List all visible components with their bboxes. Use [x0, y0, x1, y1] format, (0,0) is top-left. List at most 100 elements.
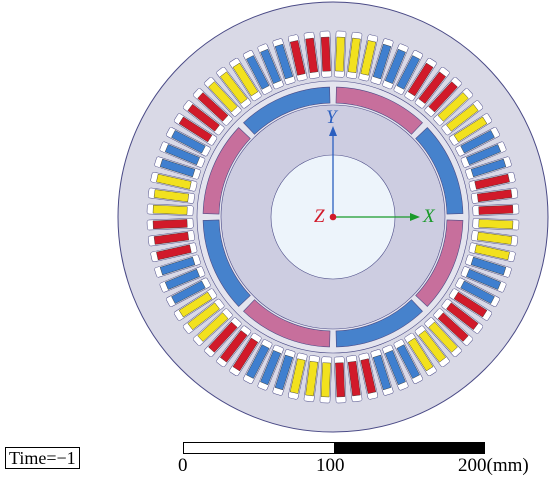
stator-slot	[472, 217, 520, 231]
stator-coil	[396, 55, 420, 90]
stator-coil	[246, 344, 270, 379]
stator-slot	[414, 325, 450, 368]
stator-coil	[466, 268, 502, 290]
stator-coil	[474, 173, 510, 190]
stator-coil	[171, 130, 206, 154]
stator-coil	[260, 350, 282, 386]
stator-slot	[393, 50, 423, 95]
stator-coil	[347, 361, 361, 397]
stator-coil	[197, 92, 229, 122]
stator-slot	[204, 77, 242, 117]
stator-slot	[358, 352, 379, 400]
stator-slot	[404, 332, 437, 377]
stator-slot	[287, 34, 308, 82]
stator-coil	[470, 256, 507, 276]
y-axis-arrow	[329, 126, 337, 136]
stator-coil	[360, 40, 377, 76]
stator-coil	[159, 256, 196, 276]
stator-slot	[243, 339, 273, 384]
z-axis-label: Z	[314, 206, 325, 227]
stator-slot	[448, 113, 493, 146]
y-axis-label: Y	[326, 107, 337, 128]
stator-slot	[146, 217, 194, 231]
stator-coil	[418, 330, 447, 363]
stator-slot	[150, 171, 198, 192]
stator-slot	[147, 230, 195, 247]
stator-coil	[460, 130, 495, 154]
stator-slot	[472, 203, 520, 217]
x-axis-arrow	[410, 213, 420, 221]
stator-coil	[477, 189, 513, 203]
stator-slot	[257, 344, 284, 391]
stator-coil	[164, 268, 200, 290]
stator-slots	[146, 30, 520, 404]
stator-slot	[159, 141, 206, 168]
stator-slot	[441, 298, 484, 334]
stator-slot	[471, 230, 519, 247]
scale-tick-100: 100	[316, 455, 345, 476]
rotor-magnet	[243, 86, 331, 135]
stator-coil	[289, 358, 306, 394]
coordinate-axes	[329, 126, 420, 221]
stator-slot	[346, 355, 363, 403]
stator-slot	[173, 113, 218, 146]
rotor-magnet	[415, 219, 464, 307]
stator-slot	[370, 349, 394, 396]
stator-slot	[272, 38, 296, 85]
stator-slot	[424, 77, 462, 117]
scale-bar	[183, 442, 485, 454]
rotor-magnets	[202, 86, 464, 348]
stator-slot	[455, 277, 500, 307]
stator-slot	[433, 88, 473, 126]
stator-coil	[477, 231, 513, 245]
stator-slot	[229, 332, 262, 377]
stator-slot	[333, 356, 347, 404]
stator-coil	[152, 219, 188, 230]
stator-coil	[187, 103, 220, 132]
rotor-magnet	[202, 127, 251, 215]
stator-slot	[404, 57, 437, 102]
stator-coil	[178, 291, 213, 318]
stator-coil	[335, 36, 346, 72]
stator-slot	[448, 288, 493, 321]
stator-coil	[152, 204, 188, 215]
stator-coil	[474, 244, 510, 261]
stator-coil	[453, 116, 488, 143]
stator-coil	[360, 358, 377, 394]
stator-slot	[319, 30, 333, 78]
stator-slot	[159, 266, 206, 293]
stator-coil	[171, 280, 206, 304]
stator-slot	[287, 352, 308, 400]
stator-coil	[446, 103, 479, 132]
stator-slot	[193, 308, 233, 346]
stator-coil	[437, 92, 469, 122]
stator-slot	[193, 88, 233, 126]
stator-slot	[471, 187, 519, 204]
stator-slot	[216, 66, 252, 109]
scale-bar-white-segment	[184, 443, 334, 453]
stator-slot	[393, 339, 423, 384]
stator-slot	[460, 266, 507, 293]
stator-coil	[446, 302, 479, 331]
stator-coil	[305, 361, 319, 397]
stator-coil	[384, 350, 406, 386]
stator-coil	[274, 354, 294, 391]
stator-coil	[437, 312, 469, 342]
stator-coil	[156, 244, 192, 261]
stator-coil	[153, 231, 189, 245]
stator-coil	[289, 40, 306, 76]
stator-coil	[460, 280, 495, 304]
stator-slot	[154, 254, 201, 278]
stator-coil	[187, 302, 220, 331]
stator-coil	[372, 43, 392, 80]
stator-slot	[441, 100, 484, 136]
stator-coil	[219, 71, 248, 104]
stator-coil	[320, 362, 331, 398]
stator-coil	[208, 321, 238, 353]
stator-coil	[470, 158, 507, 178]
stator-slot	[303, 355, 320, 403]
stator-coil	[428, 321, 458, 353]
stator-slot	[272, 349, 296, 396]
stator-coil	[208, 81, 238, 113]
